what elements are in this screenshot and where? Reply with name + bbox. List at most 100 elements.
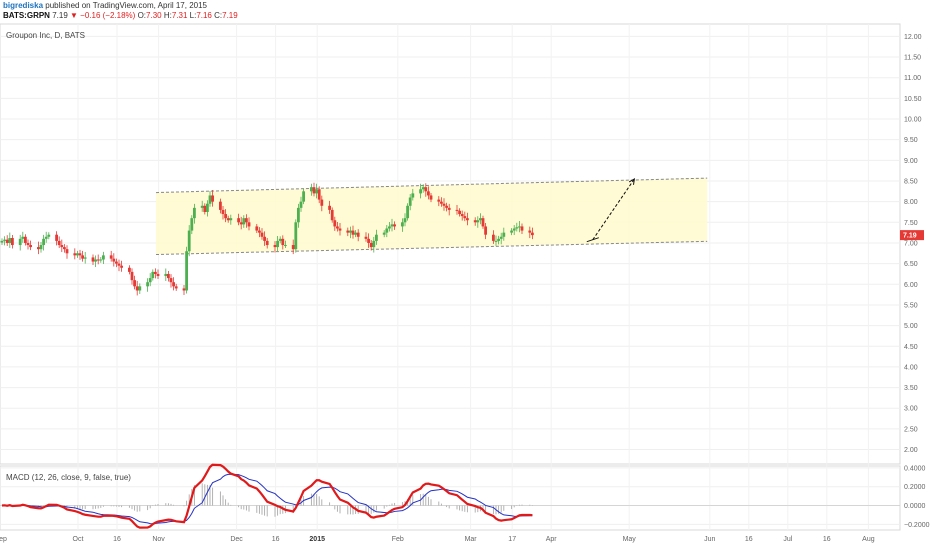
candle[interactable] xyxy=(364,236,368,239)
candle[interactable] xyxy=(481,218,485,227)
candle[interactable] xyxy=(44,236,48,239)
candle[interactable] xyxy=(24,236,27,243)
candle[interactable] xyxy=(60,245,64,248)
candle[interactable] xyxy=(349,230,352,233)
candle[interactable] xyxy=(18,238,22,246)
candle[interactable] xyxy=(130,271,134,281)
candle[interactable] xyxy=(193,207,196,219)
candle[interactable] xyxy=(510,230,513,233)
candle[interactable] xyxy=(247,222,251,227)
candle[interactable] xyxy=(211,195,214,202)
candle[interactable] xyxy=(133,280,136,287)
candle[interactable] xyxy=(239,222,243,225)
candle[interactable] xyxy=(237,218,240,223)
candle[interactable] xyxy=(190,218,194,231)
candle[interactable] xyxy=(242,218,246,225)
candle[interactable] xyxy=(336,226,339,229)
candle[interactable] xyxy=(403,218,407,223)
candle[interactable] xyxy=(8,238,12,243)
candle[interactable] xyxy=(76,253,79,256)
candle[interactable] xyxy=(351,230,355,235)
candle[interactable] xyxy=(427,191,430,196)
candle[interactable] xyxy=(356,232,360,237)
candle[interactable] xyxy=(265,240,269,246)
candle[interactable] xyxy=(276,240,279,248)
candle[interactable] xyxy=(260,232,264,237)
candle[interactable] xyxy=(156,273,160,277)
candle[interactable] xyxy=(518,226,521,228)
candle[interactable] xyxy=(466,218,469,221)
candle[interactable] xyxy=(440,201,443,204)
candle[interactable] xyxy=(167,273,170,279)
candle[interactable] xyxy=(447,207,451,210)
candle[interactable] xyxy=(154,271,157,274)
candle[interactable] xyxy=(185,251,188,291)
candle[interactable] xyxy=(346,230,350,233)
candle[interactable] xyxy=(221,209,225,215)
candle[interactable] xyxy=(429,195,433,200)
candle[interactable] xyxy=(375,234,378,241)
candle[interactable] xyxy=(281,238,285,246)
candle[interactable] xyxy=(512,228,516,231)
candle[interactable] xyxy=(408,197,412,206)
candle[interactable] xyxy=(401,222,404,227)
candle[interactable] xyxy=(11,238,14,246)
candle[interactable] xyxy=(442,203,446,206)
candle[interactable] xyxy=(73,253,77,256)
candle[interactable] xyxy=(294,222,298,250)
candle[interactable] xyxy=(99,259,103,261)
candle[interactable] xyxy=(182,288,186,291)
candle[interactable] xyxy=(94,259,97,262)
candle[interactable] xyxy=(255,226,259,231)
candle[interactable] xyxy=(187,230,191,252)
candle[interactable] xyxy=(388,226,391,229)
candle[interactable] xyxy=(476,220,480,223)
candle[interactable] xyxy=(484,226,487,235)
candle[interactable] xyxy=(515,227,519,229)
candle[interactable] xyxy=(278,238,282,241)
candle[interactable] xyxy=(0,240,4,243)
candle[interactable] xyxy=(492,234,495,241)
candle[interactable] xyxy=(338,228,342,231)
candle[interactable] xyxy=(312,187,316,194)
candle[interactable] xyxy=(81,255,84,259)
candle[interactable] xyxy=(120,265,123,268)
candle[interactable] xyxy=(354,232,357,235)
candle[interactable] xyxy=(528,230,532,233)
candle[interactable] xyxy=(385,228,389,233)
candle[interactable] xyxy=(146,282,149,287)
candle[interactable] xyxy=(83,257,87,259)
candle[interactable] xyxy=(172,282,175,287)
candle[interactable] xyxy=(226,218,230,221)
macd-line[interactable] xyxy=(1,463,533,529)
candle[interactable] xyxy=(320,199,324,206)
candle[interactable] xyxy=(203,205,207,212)
channel-lower-line[interactable] xyxy=(155,240,708,256)
candle[interactable] xyxy=(369,242,373,248)
candle[interactable] xyxy=(169,278,173,283)
candle[interactable] xyxy=(151,271,155,279)
candle[interactable] xyxy=(102,255,105,260)
candle[interactable] xyxy=(284,245,287,247)
candle[interactable] xyxy=(263,236,266,241)
candle[interactable] xyxy=(164,273,168,277)
candle[interactable] xyxy=(245,218,248,223)
macd-pane[interactable] xyxy=(0,465,901,531)
candle[interactable] xyxy=(47,234,51,237)
candle[interactable] xyxy=(91,257,95,262)
candle[interactable] xyxy=(115,261,118,264)
candle[interactable] xyxy=(5,239,9,243)
candle[interactable] xyxy=(200,205,204,208)
candle[interactable] xyxy=(330,209,334,221)
candle[interactable] xyxy=(437,199,441,202)
candle[interactable] xyxy=(520,226,524,231)
candle[interactable] xyxy=(479,218,482,221)
author-link[interactable]: bigrediska xyxy=(3,1,44,10)
candle[interactable] xyxy=(421,187,425,190)
candle[interactable] xyxy=(390,224,394,227)
candle[interactable] xyxy=(109,255,113,259)
candle[interactable] xyxy=(258,230,261,233)
candle[interactable] xyxy=(229,218,233,221)
candle[interactable] xyxy=(411,193,415,198)
